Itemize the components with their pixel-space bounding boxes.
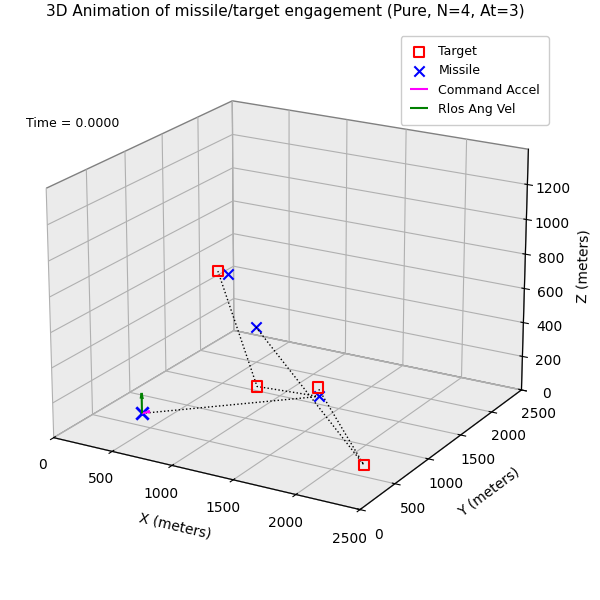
X-axis label: X (meters): X (meters)	[138, 511, 213, 542]
Legend: Target, Missile, Command Accel, Rlos Ang Vel: Target, Missile, Command Accel, Rlos Ang…	[401, 36, 549, 124]
Title: 3D Animation of missile/target engagement (Pure, N=4, At=3): 3D Animation of missile/target engagemen…	[46, 4, 524, 19]
Y-axis label: Y (meters): Y (meters)	[456, 464, 523, 519]
Text: Time = 0.0000: Time = 0.0000	[26, 117, 119, 130]
